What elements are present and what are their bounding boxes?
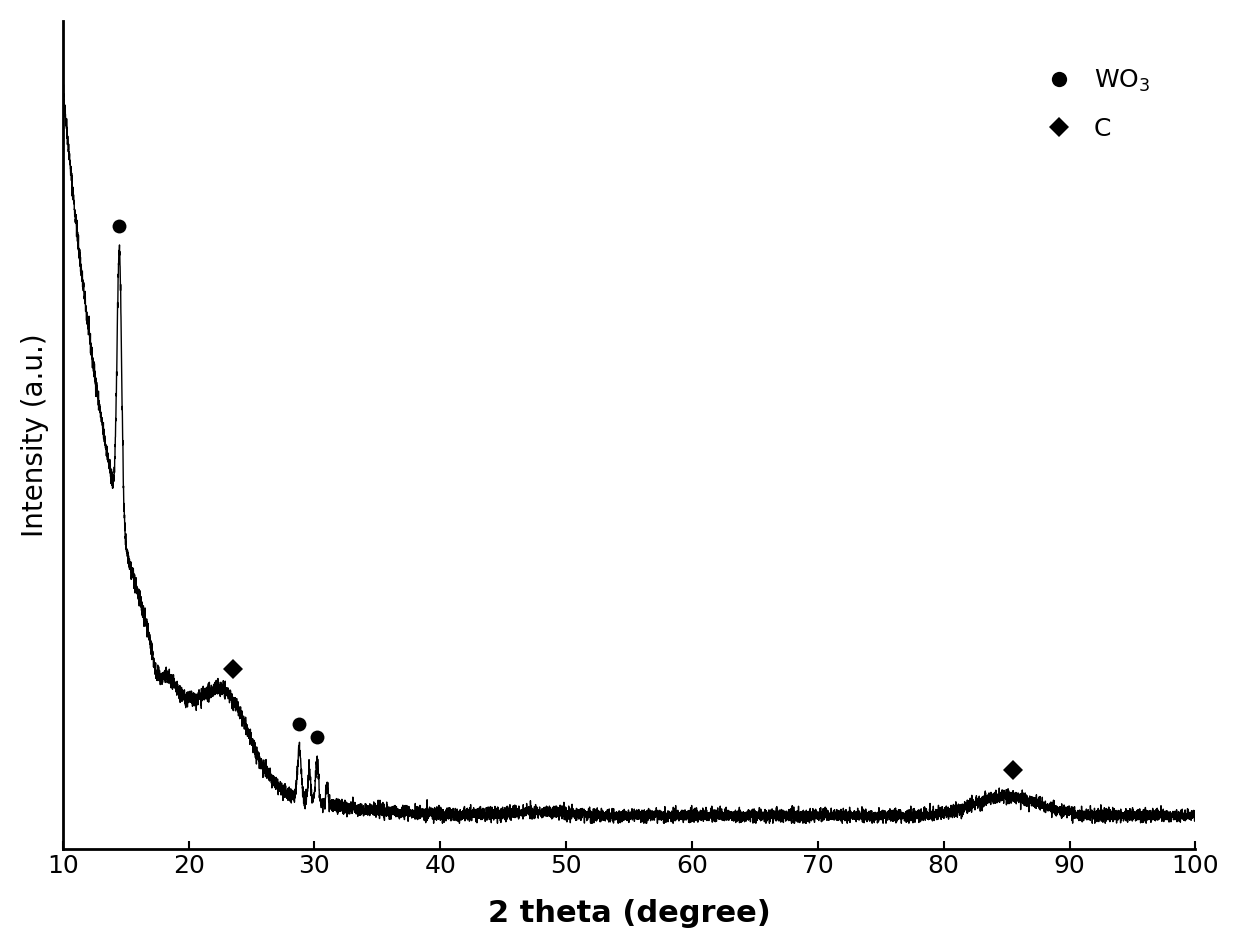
- X-axis label: 2 theta (degree): 2 theta (degree): [487, 899, 770, 928]
- Y-axis label: Intensity (a.u.): Intensity (a.u.): [21, 333, 48, 537]
- Legend: WO$_3$, C: WO$_3$, C: [1024, 58, 1161, 151]
